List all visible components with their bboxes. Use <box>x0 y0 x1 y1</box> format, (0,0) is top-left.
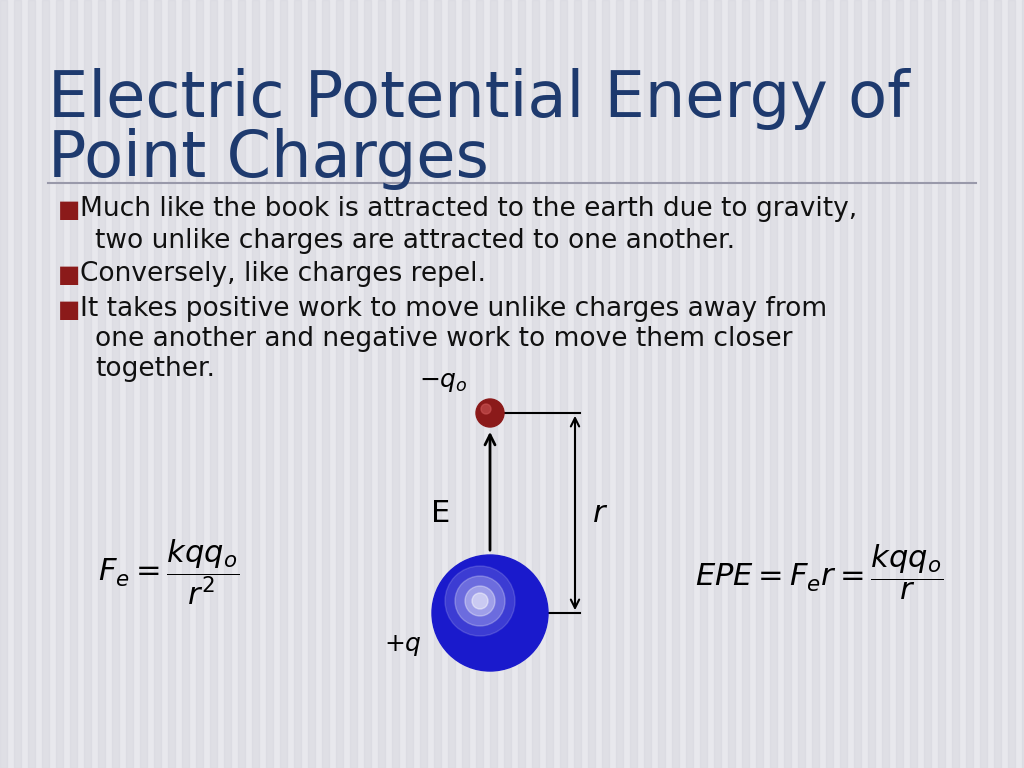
Bar <box>574 0 581 768</box>
Bar <box>658 0 665 768</box>
Text: $F_e = \dfrac{kqq_o}{r^2}$: $F_e = \dfrac{kqq_o}{r^2}$ <box>98 538 240 607</box>
Bar <box>882 0 889 768</box>
Bar <box>798 0 805 768</box>
Bar <box>602 0 609 768</box>
Bar <box>364 0 371 768</box>
Bar <box>1008 0 1015 768</box>
Bar <box>280 0 287 768</box>
Bar <box>700 0 707 768</box>
Bar <box>70 0 77 768</box>
Bar <box>308 0 315 768</box>
Bar <box>336 0 343 768</box>
Bar <box>980 0 987 768</box>
Text: Much like the book is attracted to the earth due to gravity,: Much like the book is attracted to the e… <box>80 196 857 222</box>
Text: ■: ■ <box>58 298 80 322</box>
Bar <box>392 0 399 768</box>
Text: one another and negative work to move them closer: one another and negative work to move th… <box>95 326 793 352</box>
Text: ■: ■ <box>58 263 80 287</box>
Bar <box>84 0 91 768</box>
Bar <box>966 0 973 768</box>
Bar <box>378 0 385 768</box>
Bar <box>42 0 49 768</box>
Bar <box>210 0 217 768</box>
Text: $+q$: $+q$ <box>384 633 422 658</box>
Bar <box>434 0 441 768</box>
Bar <box>462 0 469 768</box>
Bar <box>560 0 567 768</box>
Text: E: E <box>431 498 450 528</box>
Bar <box>406 0 413 768</box>
Circle shape <box>476 399 504 427</box>
Text: Electric Potential Energy of: Electric Potential Energy of <box>48 68 909 130</box>
Bar <box>616 0 623 768</box>
Bar <box>686 0 693 768</box>
Bar <box>182 0 189 768</box>
Text: $EPE = F_e r = \dfrac{kqq_o}{r}$: $EPE = F_e r = \dfrac{kqq_o}{r}$ <box>695 542 943 602</box>
Bar <box>126 0 133 768</box>
Text: Conversely, like charges repel.: Conversely, like charges repel. <box>80 261 486 287</box>
Bar <box>56 0 63 768</box>
Circle shape <box>432 555 548 671</box>
Bar <box>112 0 119 768</box>
Bar <box>322 0 329 768</box>
Bar <box>630 0 637 768</box>
Bar <box>588 0 595 768</box>
Bar <box>1022 0 1024 768</box>
Bar <box>742 0 749 768</box>
Bar <box>868 0 874 768</box>
Circle shape <box>481 404 490 414</box>
Circle shape <box>465 586 495 616</box>
Bar <box>812 0 819 768</box>
Bar <box>770 0 777 768</box>
Bar <box>252 0 259 768</box>
Bar <box>98 0 105 768</box>
Bar <box>756 0 763 768</box>
Bar <box>350 0 357 768</box>
Text: $-q_o$: $-q_o$ <box>419 370 468 394</box>
Text: Point Charges: Point Charges <box>48 128 488 190</box>
Bar <box>449 0 455 768</box>
Bar <box>672 0 679 768</box>
Bar <box>420 0 427 768</box>
Text: together.: together. <box>95 356 215 382</box>
Text: ■: ■ <box>58 198 80 222</box>
Bar <box>644 0 651 768</box>
Bar <box>952 0 959 768</box>
Bar <box>266 0 273 768</box>
Bar <box>728 0 735 768</box>
Circle shape <box>472 593 488 609</box>
Bar <box>168 0 175 768</box>
Bar <box>224 0 231 768</box>
Bar <box>924 0 931 768</box>
Circle shape <box>455 576 505 626</box>
Text: It takes positive work to move unlike charges away from: It takes positive work to move unlike ch… <box>80 296 827 322</box>
Bar <box>994 0 1001 768</box>
Bar <box>784 0 791 768</box>
Bar <box>196 0 203 768</box>
Bar <box>938 0 945 768</box>
Bar <box>518 0 525 768</box>
Bar <box>490 0 497 768</box>
Bar <box>532 0 539 768</box>
Bar <box>826 0 833 768</box>
Bar <box>154 0 161 768</box>
Text: two unlike charges are attracted to one another.: two unlike charges are attracted to one … <box>95 228 735 254</box>
Bar <box>714 0 721 768</box>
Bar <box>546 0 553 768</box>
Bar <box>14 0 22 768</box>
Bar <box>854 0 861 768</box>
Bar <box>476 0 483 768</box>
Bar <box>504 0 511 768</box>
Bar <box>294 0 301 768</box>
Bar <box>238 0 245 768</box>
Text: r: r <box>593 498 605 528</box>
Bar <box>0 0 7 768</box>
Bar <box>140 0 147 768</box>
Bar <box>910 0 918 768</box>
Bar <box>896 0 903 768</box>
Bar <box>28 0 35 768</box>
Circle shape <box>445 566 515 636</box>
Bar <box>840 0 847 768</box>
